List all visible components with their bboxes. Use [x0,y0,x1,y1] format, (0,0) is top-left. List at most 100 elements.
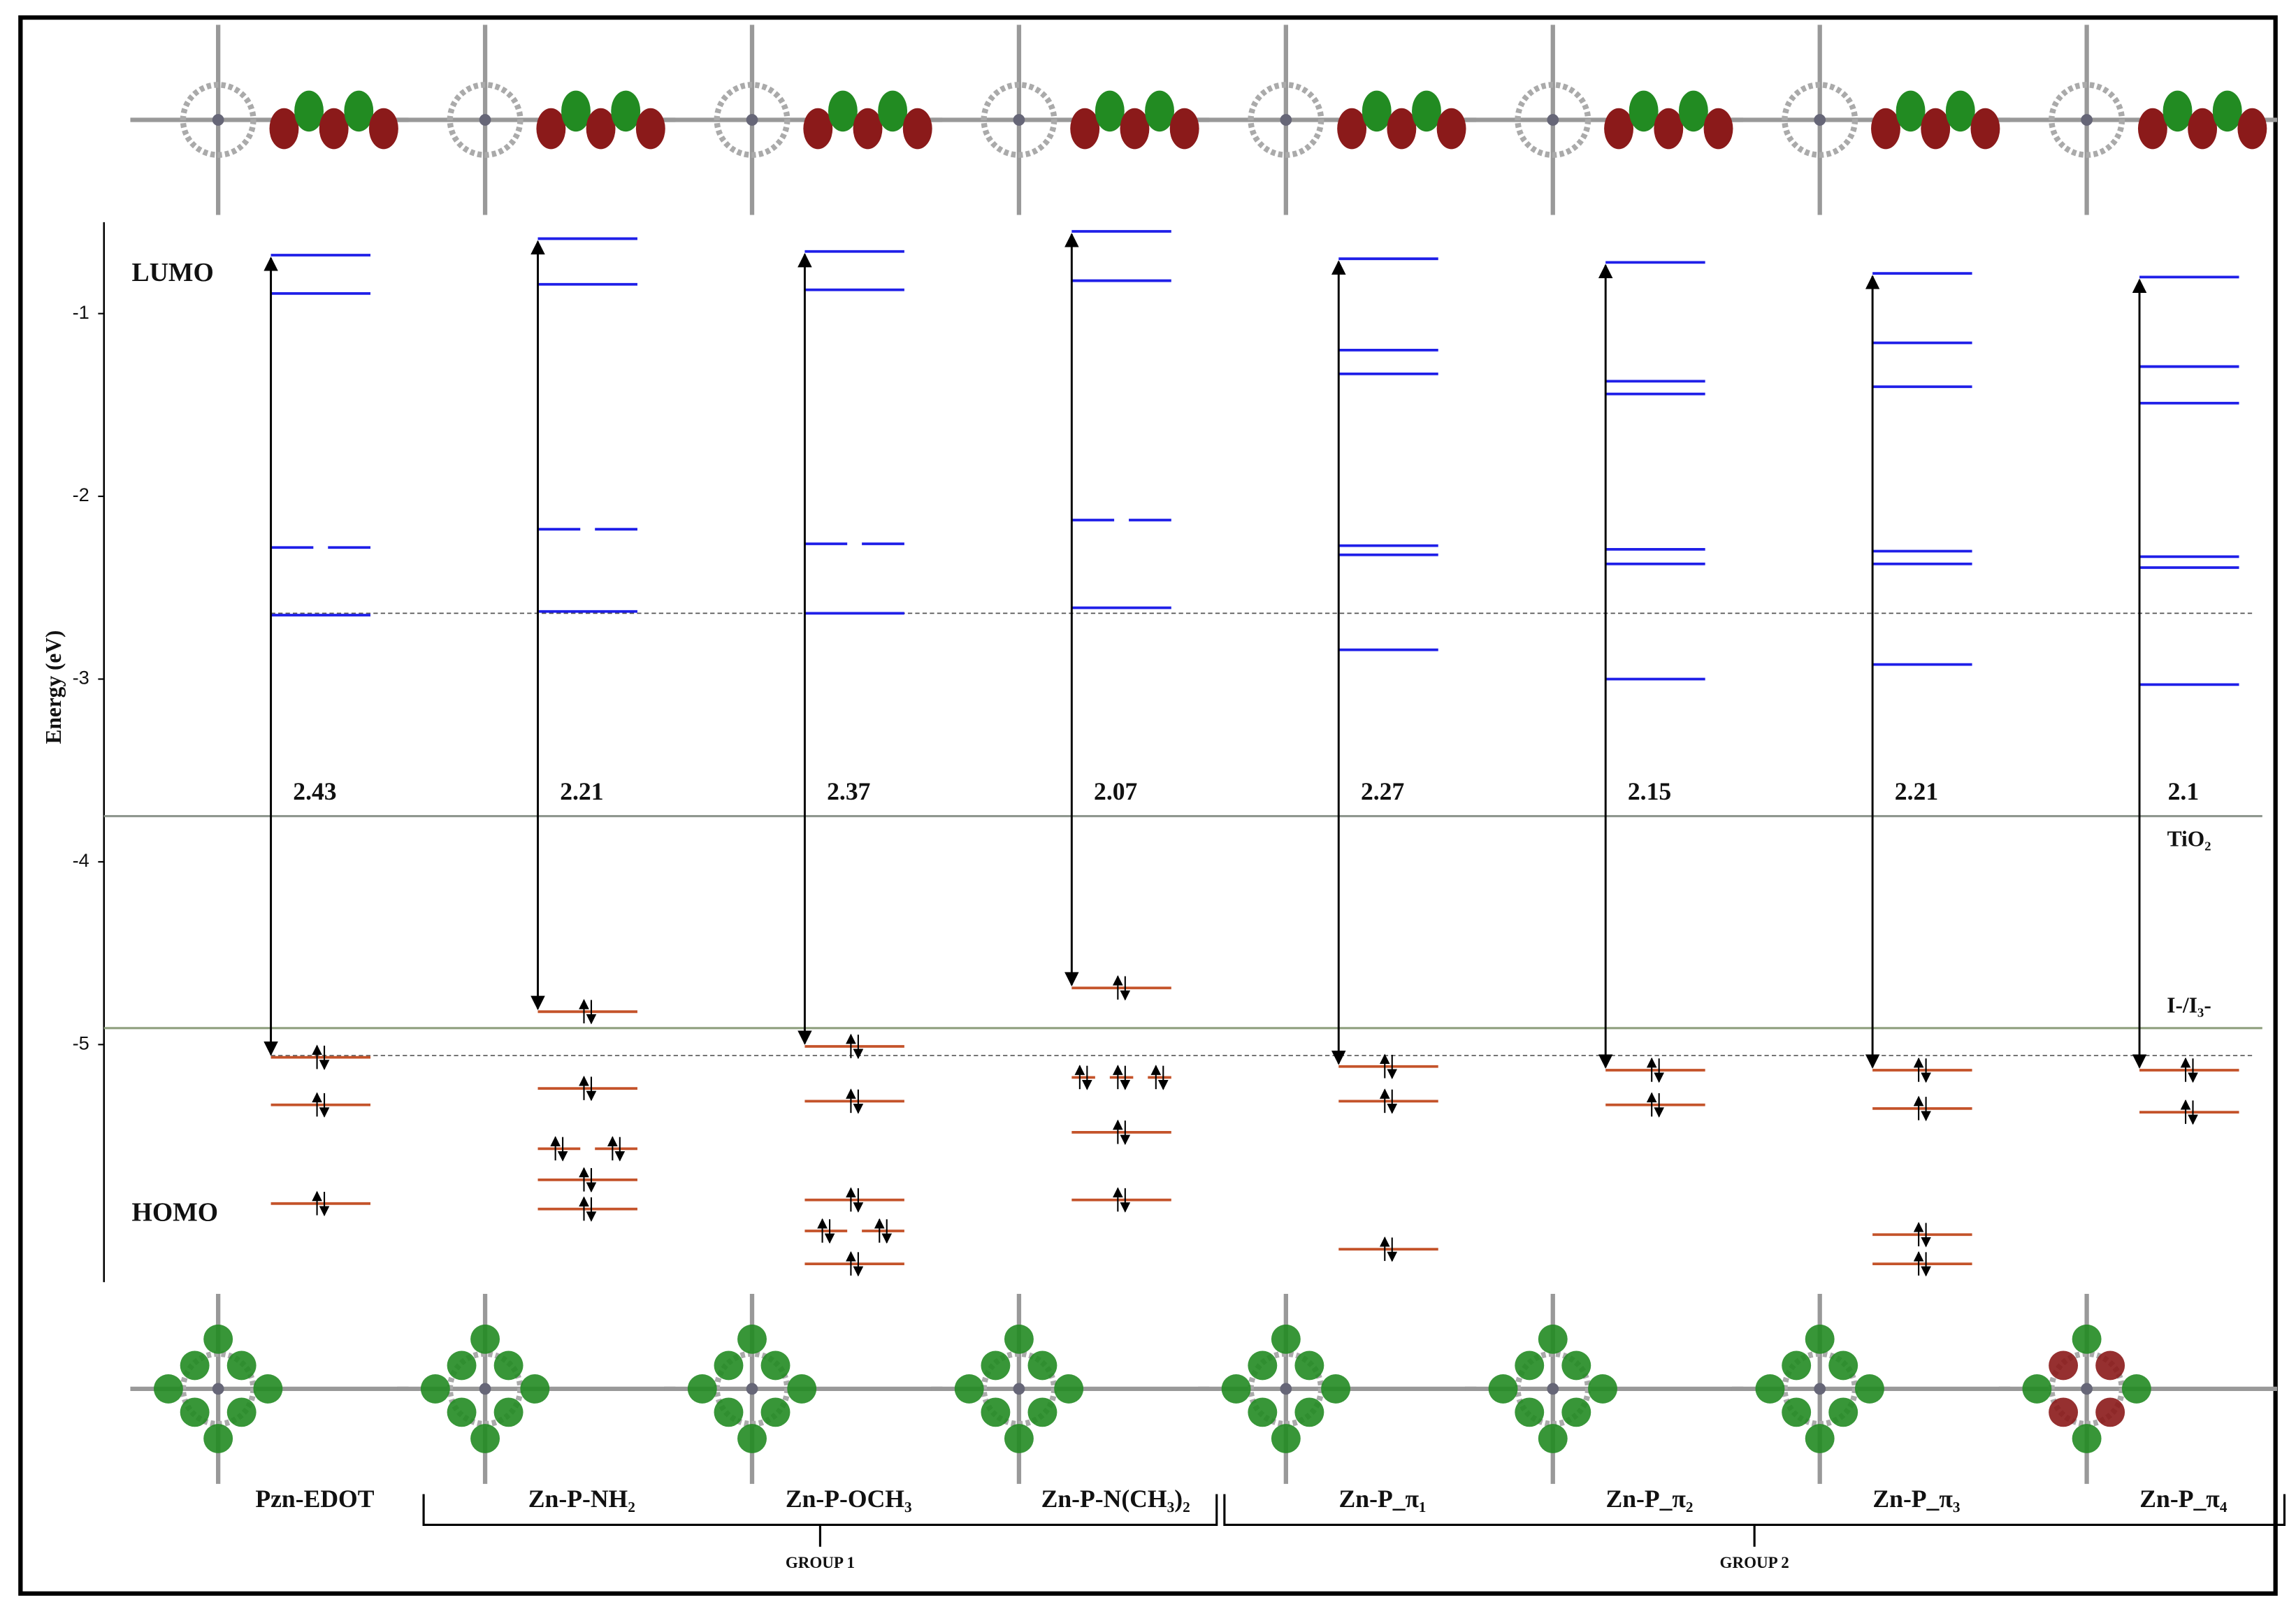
orbital-lobe [470,1424,500,1453]
orbital-lobe [1538,1324,1568,1354]
orbital-lobe [714,1350,744,1381]
orbital-lobe [2072,1324,2102,1354]
lumo-orbital-picture [664,24,943,215]
orbital-lobe [1169,108,1199,150]
orbital-lobe [2095,1350,2125,1381]
orbital-lobe [1294,1350,1324,1381]
orbital-lobe [2137,108,2167,150]
molecule-name: Zn-P_π₄ [2139,1485,2227,1513]
zinc-atom [479,1383,491,1395]
zinc-atom [1814,1383,1826,1395]
orbital-lobe [253,1374,283,1404]
zinc-atom [1013,114,1025,126]
y-tick-label: -3 [73,667,89,689]
orbital-lobe [1294,1397,1324,1427]
gap-label: 2.37 [827,777,870,805]
orbital-lobe [1488,1374,1518,1404]
orbital-lobe [294,90,324,132]
orbital-lobe [1095,90,1125,132]
gap-label: 2.07 [1094,777,1137,805]
group-bracket [422,1494,1218,1547]
orbital-lobe [803,108,833,150]
orbital-lobe [1362,90,1392,132]
orbital-lobe [368,108,398,150]
orbital-lobe [1805,1424,1835,1453]
orbital-lobe [1921,108,1951,150]
orbital-lobe [1654,108,1684,150]
orbital-lobe [1145,90,1175,132]
zinc-atom [746,114,758,126]
orbital-lobe [853,108,883,150]
orbital-lobe [226,1397,257,1427]
orbital-lobe [1538,1424,1568,1453]
homo-orbital-picture [130,1293,409,1484]
orbital-lobe [2188,108,2218,150]
porphyrin-ring [1782,82,1858,158]
orbital-lobe [981,1397,1011,1427]
zinc-atom [2081,1383,2093,1395]
orbital-lobe [470,1324,500,1354]
orbital-lobe [1412,90,1441,132]
gap-label: 2.21 [1895,777,1938,805]
orbital-lobe [1588,1374,1617,1404]
group-label: GROUP 2 [1720,1553,1789,1571]
orbital-lobe [737,1424,767,1453]
zinc-atom [1814,114,1826,126]
y-tick-label: -4 [73,849,89,871]
orbital-lobe [561,90,591,132]
orbital-lobe [787,1374,817,1404]
orbital-lobe [1604,108,1634,150]
homo-orbital-picture [397,1293,676,1484]
orbital-lobe [902,108,932,150]
orbital-lobe [1027,1350,1057,1381]
lumo-orbital-picture [1465,24,1744,215]
orbital-lobe [536,108,566,150]
y-tick-label: -1 [73,301,89,323]
orbital-lobe [760,1397,790,1427]
orbital-lobe [760,1350,790,1381]
y-tick-label: -2 [73,484,89,505]
orbital-lobe [1004,1424,1034,1453]
orbital-lobe [153,1374,183,1404]
molecule-name: Zn-P-NH₂ [528,1485,635,1513]
orbital-lobe [203,1324,233,1354]
lumo-orbital-picture [1998,24,2277,215]
orbital-lobe [2212,90,2242,132]
orbital-lobe [981,1350,1011,1381]
orbital-lobe [1854,1374,1884,1404]
orbital-lobe [226,1350,257,1381]
orbital-lobe [687,1374,717,1404]
group-bracket [1223,1494,2286,1547]
homo-orbital-picture [1465,1293,1744,1484]
gap-label: 2.27 [1361,777,1404,805]
orbital-lobe [2049,1350,2079,1381]
orbital-lobe [1782,1350,1812,1381]
homo-orbital-picture [664,1293,943,1484]
porphyrin-ring [714,82,790,158]
orbital-lobe [1629,90,1659,132]
zinc-atom [1013,1383,1025,1395]
porphyrin-ring [1515,82,1591,158]
orbital-lobe [447,1350,477,1381]
orbital-lobe [1896,90,1926,132]
orbital-lobe [344,90,374,132]
orbital-lobe [2072,1424,2102,1453]
lumo-orbital-picture [931,24,1210,215]
orbital-lobe [1561,1350,1591,1381]
zinc-atom [1280,1383,1292,1395]
porphyrin-ring [2049,82,2125,158]
zinc-atom [1280,114,1292,126]
orbital-lobe [635,108,665,150]
orbital-lobe [2049,1397,2079,1427]
orbital-lobe [1782,1397,1812,1427]
orbital-lobe [1970,108,2000,150]
y-tick-label: -5 [73,1032,89,1054]
orbital-lobe [180,1350,210,1381]
molecule-name: Pzn-EDOT [255,1485,374,1513]
homo-orbital-picture [1998,1293,2277,1484]
orbital-lobe [1828,1397,1858,1427]
lumo-orbital-picture [1198,24,1477,215]
reference-label: I-/I₃- [2167,993,2211,1018]
orbital-lobe [1027,1397,1057,1427]
